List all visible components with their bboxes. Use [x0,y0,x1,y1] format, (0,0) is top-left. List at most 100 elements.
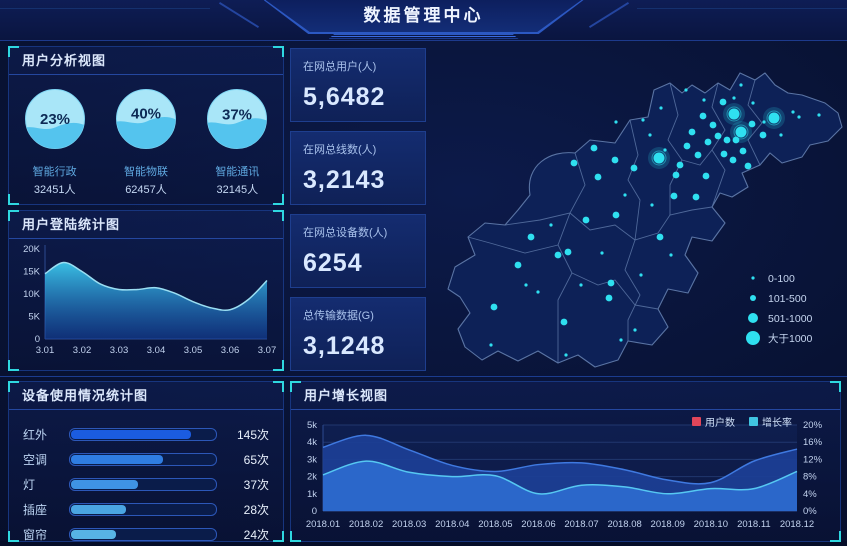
corner-decoration [8,210,19,221]
liquid-gauge-智能物联[interactable]: 40% 智能物联 62457人 [106,87,186,197]
legend-item-users[interactable]: 用户数 [692,414,735,429]
panel-title-login-stats: 用户登陆统计图 [9,211,283,239]
bar-row-窗帘: 窗帘 24次 [23,522,269,546]
corner-decoration [273,194,284,205]
legend-swatch-users [692,417,701,426]
bar-label: 红外 [23,428,48,442]
panel-title-user-analysis: 用户分析视图 [9,47,283,75]
bar-value: 145次 [236,428,269,442]
svg-text:20%: 20% [803,420,823,431]
corner-decoration [290,381,301,392]
svg-text:2018.12: 2018.12 [780,519,814,530]
bar-fill [71,505,127,514]
svg-text:3k: 3k [307,454,317,465]
gauge-count: 62457人 [125,184,167,196]
svg-text:2018.03: 2018.03 [392,519,426,530]
bar-row-红外: 红外 145次 [23,422,269,447]
gauge-circle: 37% [207,89,268,149]
header-title-frame: 数据管理中心 [263,0,584,34]
panel-user-analysis: 用户分析视图 23% 智能行政 32451人 40% 智能物联 62457人 3… [8,46,284,205]
gauge-name: 智能物联 [123,166,168,178]
corner-decoration [8,194,19,205]
header-diagonal-right [588,1,629,29]
svg-text:4%: 4% [803,489,817,500]
svg-text:37%: 37% [222,106,252,123]
page-title: 数据管理中心 [363,6,484,25]
bar-value: 28次 [243,503,269,517]
corner-decoration [273,381,284,392]
legend-item-rate[interactable]: 增长率 [749,414,792,429]
corner-decoration [273,531,284,542]
stat-label: 总传输数据(G) [303,310,374,322]
bar-fill [71,430,191,439]
stat-label: 在网总设备数(人) [303,227,388,239]
region-map-chart[interactable]: 0-100 101-500 501-1000 大于1000 [430,45,847,380]
svg-text:3.06: 3.06 [221,345,240,356]
corner-decoration [8,46,19,57]
svg-text:1k: 1k [307,489,317,500]
stat-card: 在网总用户(人) 5,6482 [290,48,426,122]
svg-text:2018.09: 2018.09 [651,519,685,530]
liquid-gauge-智能行政[interactable]: 23% 智能行政 32451人 [15,87,95,197]
stat-value: 6254 [303,249,363,277]
svg-text:2018.04: 2018.04 [435,519,469,530]
stat-label: 在网总用户(人) [303,61,377,73]
svg-text:3.05: 3.05 [184,345,203,356]
bar-fill [71,480,139,489]
login-area-chart[interactable]: 0 5K 10K 15K 20K 3.01 3.02 3.03 3.04 3.05 3.06 3.07 [15,241,277,367]
svg-text:15K: 15K [23,267,41,278]
svg-text:0: 0 [312,506,317,517]
legend-label-rate: 增长率 [762,418,792,429]
svg-text:2018.07: 2018.07 [564,519,598,530]
panel-login-stats: 用户登陆统计图 0 5K 10K 15K 20K 3.01 3.02 3.03 3.04 3.05… [8,210,284,371]
svg-text:2k: 2k [307,472,317,483]
bar-fill [71,455,163,464]
bar-row-灯: 灯 37次 [23,472,269,497]
stat-value: 3,2143 [303,166,386,194]
svg-text:2018.08: 2018.08 [607,519,641,530]
svg-text:3.02: 3.02 [73,345,92,356]
svg-text:501-1000: 501-1000 [768,313,813,325]
svg-text:大于1000: 大于1000 [768,332,813,345]
stats-column: 在网总用户(人) 5,6482 在网总线数(人) 3,2143 在网总设备数(人) … [290,48,426,371]
panel-title-device-usage: 设备使用情况统计图 [9,382,283,410]
device-bar-chart[interactable]: 红外 145次 空调 65次灯 37次 插座 28次 窗帘 24次 [9,410,283,546]
bar-label: 灯 [23,478,36,492]
stat-value: 3,1248 [303,332,386,360]
bar-track[interactable] [69,453,217,466]
svg-text:8%: 8% [803,472,817,483]
bar-track[interactable] [69,528,217,541]
bar-row-插座: 插座 28次 [23,497,269,522]
svg-text:5k: 5k [307,420,317,431]
liquid-gauge-chart[interactable]: 23% 智能行政 32451人 40% 智能物联 62457人 37% 智能通讯… [9,75,283,197]
bar-track[interactable] [69,503,217,516]
corner-decoration [8,360,19,371]
stat-card: 在网总线数(人) 3,2143 [290,131,426,205]
bar-label: 空调 [23,453,48,467]
corner-decoration [830,531,841,542]
svg-text:0%: 0% [803,506,817,517]
growth-chart-legend: 用户数 增长率 [692,414,792,429]
stat-value: 5,6482 [303,83,386,111]
bar-track[interactable] [69,478,217,491]
svg-text:2018.06: 2018.06 [521,519,555,530]
stat-card: 在网总设备数(人) 6254 [290,214,426,288]
svg-text:2018.05: 2018.05 [478,519,512,530]
corner-decoration [8,531,19,542]
svg-text:16%: 16% [803,437,823,448]
svg-text:3.01: 3.01 [36,345,55,356]
header-ornament [328,34,519,39]
svg-text:5K: 5K [28,312,40,323]
corner-decoration [830,381,841,392]
liquid-gauge-智能通讯[interactable]: 37% 智能通讯 32145人 [197,87,277,197]
bottom-strip [0,541,847,546]
svg-text:3.04: 3.04 [147,345,166,356]
corner-decoration [273,360,284,371]
header-line-left [0,8,210,9]
header-bar: 数据管理中心 [0,0,847,41]
svg-text:2018.10: 2018.10 [694,519,728,530]
bar-track[interactable] [69,428,217,441]
gauge-name: 智能通讯 [215,166,260,178]
growth-area-chart[interactable]: 0 0% 1k 4% 2k 8% 3k 12% 4k 16% 5k 20% 2018.01 2018.02… [291,419,832,539]
